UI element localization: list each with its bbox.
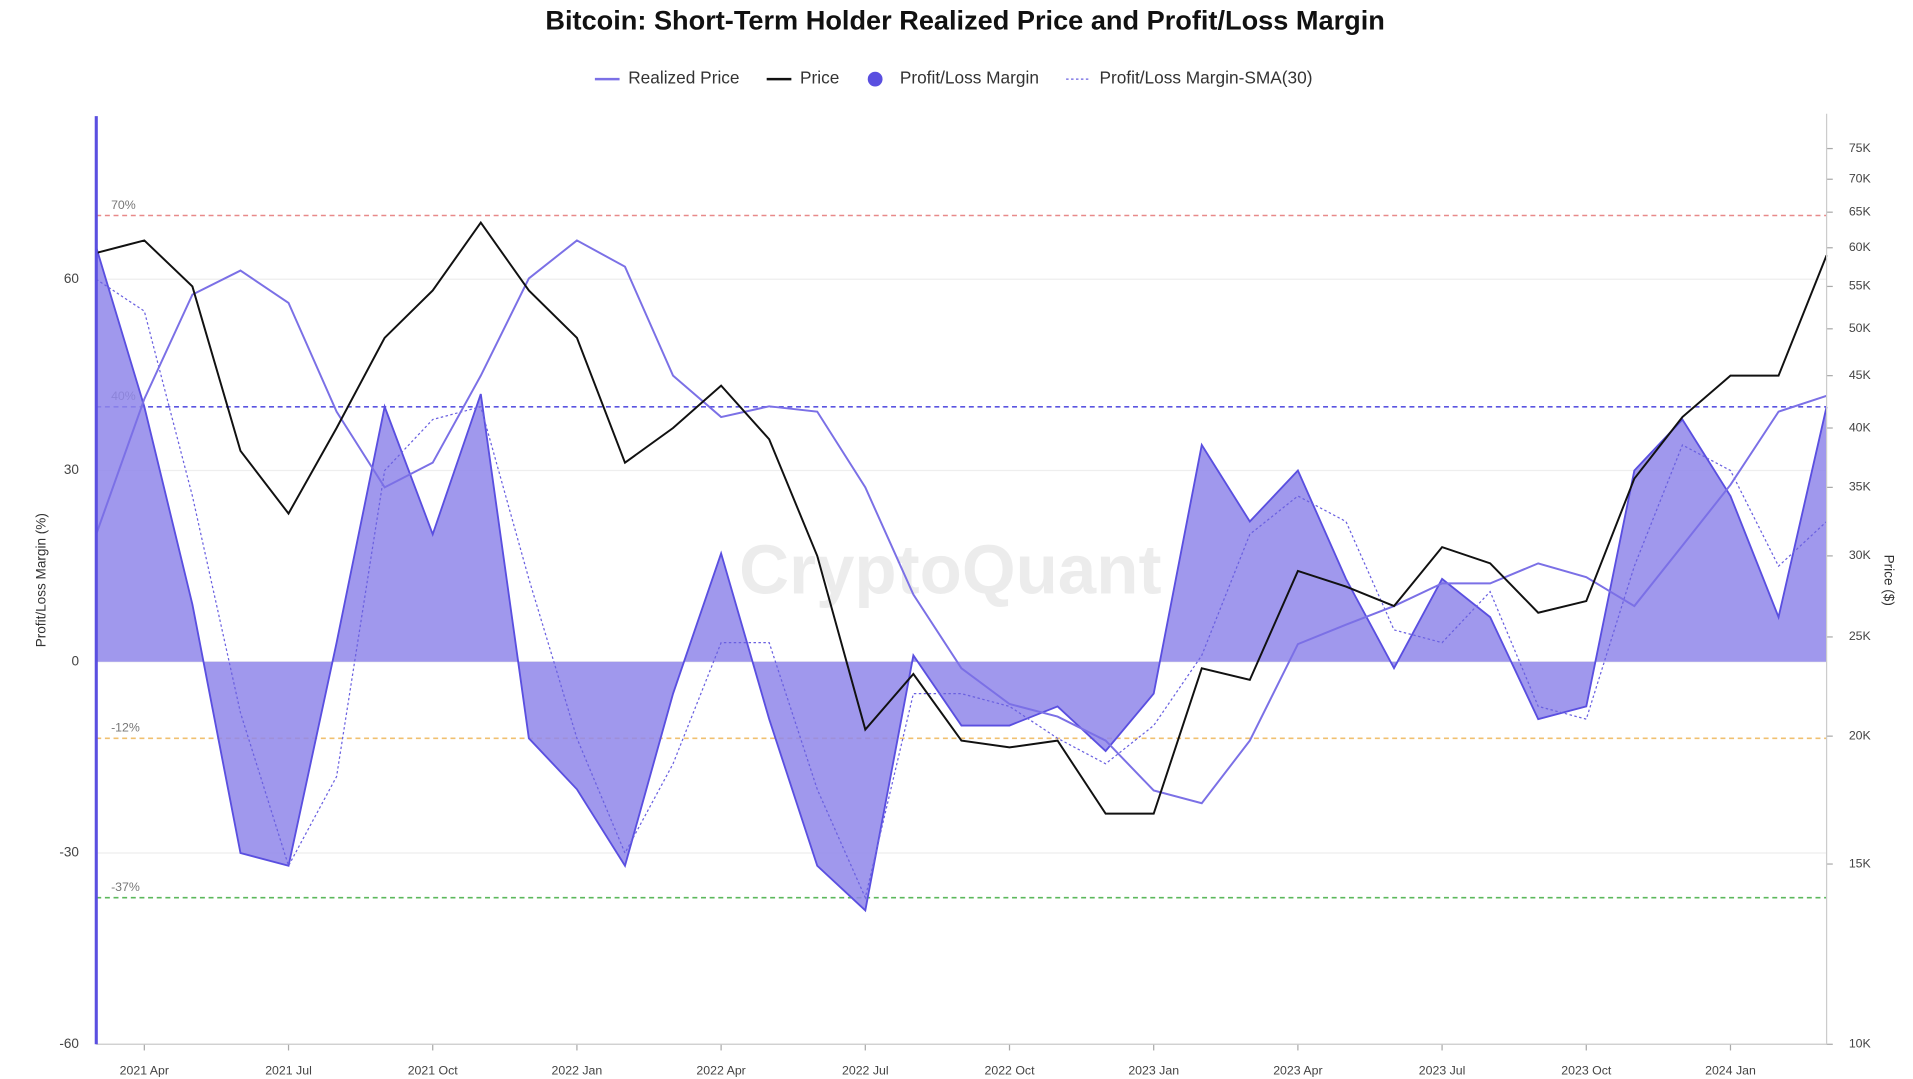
x-tick-label: 2021 Oct (408, 1064, 459, 1078)
reference-label: -37% (111, 880, 140, 894)
y2-tick-label: 20K (1849, 728, 1872, 742)
marks: 70%40%-12%-37% (95, 198, 1828, 913)
chart-title: Bitcoin: Short-Term Holder Realized Pric… (545, 5, 1384, 36)
legend-swatch (867, 71, 883, 87)
x-tick-label: 2021 Apr (120, 1064, 169, 1078)
x-tick-label: 2021 Jul (265, 1064, 312, 1078)
legend-label: Profit/Loss Margin (900, 68, 1039, 88)
x-tick-label: 2022 Jan (552, 1064, 603, 1078)
reference-label: -12% (111, 721, 140, 735)
y2-tick-label: 45K (1849, 368, 1872, 382)
y2-tick-label: 75K (1849, 141, 1872, 155)
y2-axis-title: Price ($) (1882, 555, 1897, 606)
legend-label: Realized Price (628, 68, 739, 88)
x-tick-label: 2024 Jan (1705, 1064, 1756, 1078)
x-tick-label: 2022 Apr (696, 1064, 745, 1078)
y2-tick-label: 10K (1849, 1037, 1872, 1051)
reference-label: 70% (111, 198, 136, 212)
x-tick-label: 2022 Oct (984, 1064, 1035, 1078)
y2-tick-label: 40K (1849, 420, 1872, 434)
y2-tick-label: 65K (1849, 204, 1872, 218)
x-tick-label: 2023 Apr (1273, 1064, 1322, 1078)
y-tick-label: -60 (59, 1036, 79, 1051)
x-tick-label: 2023 Jul (1419, 1064, 1466, 1078)
sma-line (95, 278, 1828, 900)
y2-tick-label: 15K (1849, 856, 1872, 870)
y2-tick-label: 70K (1849, 172, 1872, 186)
y2-tick-label: 35K (1849, 480, 1872, 494)
y-axis-title: Profit/Loss Margin (%) (34, 513, 49, 647)
margin-edge (95, 247, 1828, 913)
y-tick-label: 60 (64, 271, 80, 286)
y2-tick-label: 50K (1849, 321, 1872, 335)
y2-tick-label: 55K (1849, 279, 1872, 293)
x-tick-label: 2023 Jan (1128, 1064, 1179, 1078)
y-tick-label: -30 (59, 845, 79, 860)
x-tick-label: 2022 Jul (842, 1064, 889, 1078)
legend-label: Price (800, 68, 839, 88)
margin-area (96, 247, 1827, 911)
watermark: CryptoQuant (739, 531, 1161, 609)
price-line (95, 239, 1827, 805)
y2-tick-label: 25K (1849, 629, 1872, 643)
y-tick-label: 30 (64, 462, 80, 477)
legend: Realized Price Price Profit/Loss Margin Pro… (594, 68, 1312, 88)
x-tick-label: 2023 Oct (1561, 1064, 1612, 1078)
y2-tick-label: 30K (1849, 548, 1872, 562)
price-line (96, 220, 1828, 815)
y2-tick-label: 60K (1849, 240, 1872, 254)
y-tick-label: 0 (71, 653, 79, 668)
axes: -60 -30 0 30 60 10K 15K 20K 25K 30K 35K 40K 45K 50K 55… (59, 113, 1872, 1078)
legend-label: Profit/Loss Margin-SMA(30) (1099, 68, 1312, 88)
